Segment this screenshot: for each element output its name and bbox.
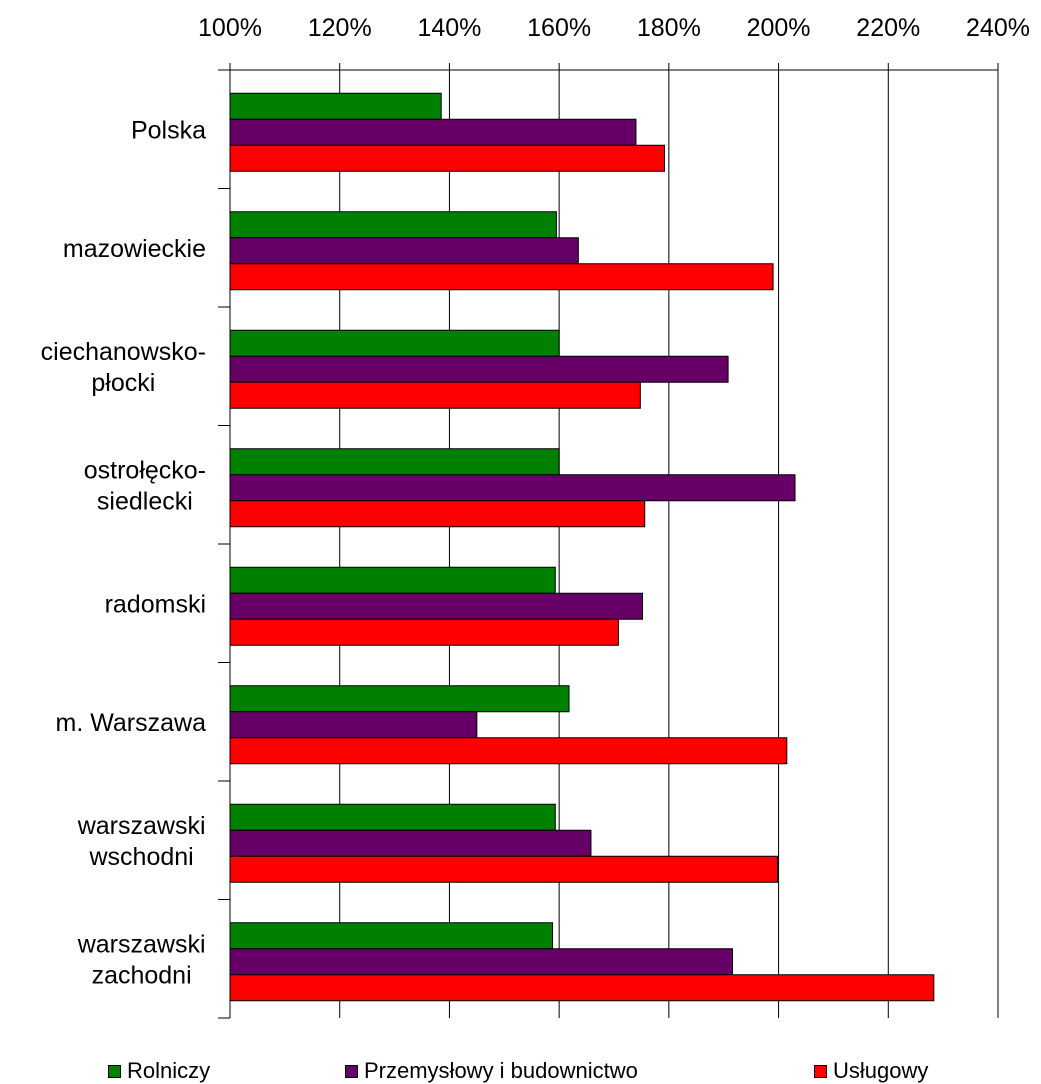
category-label-line: płocki: [91, 369, 155, 397]
bar-uslugowy: [229, 381, 641, 409]
category-label: radomski: [105, 590, 206, 618]
category-labels: Polska mazowieckie ciechanowsko-płocki ostr…: [41, 116, 206, 989]
category-label-line: siedlecki: [97, 487, 193, 515]
bar-przemyslowy: [229, 237, 579, 265]
category-label: ciechanowsko-płocki: [41, 338, 206, 397]
bar-uslugowy: [229, 974, 935, 1002]
bar-rolniczy: [229, 922, 554, 950]
category-label: warszawski zachodni: [77, 930, 206, 989]
bar-rolniczy: [229, 803, 556, 831]
legend-item-rolniczy: Rolniczy: [108, 1058, 210, 1084]
category-label-line: radomski: [105, 590, 206, 618]
x-tick-label: 100%: [198, 14, 262, 42]
legend-label: Przemysłowy i budownictwo: [364, 1058, 638, 1083]
bar-rolniczy: [229, 211, 557, 239]
legend-swatch: [108, 1064, 121, 1078]
legend-label: Rolniczy: [127, 1058, 211, 1083]
bars: [229, 92, 935, 1002]
x-tick-labels: 100% 120% 140% 160% 180% 200% 220% 240%: [198, 14, 1030, 42]
x-tick-label: 240%: [966, 14, 1030, 42]
bar-rolniczy: [229, 448, 560, 476]
category-label-line: Polska: [131, 116, 206, 144]
bar-rolniczy: [229, 685, 570, 713]
legend-item-przemyslowy: Przemysłowy i budownictwo: [345, 1058, 638, 1084]
category-label-line: wschodni: [88, 843, 193, 871]
bar-przemyslowy: [229, 355, 729, 383]
category-label-line: warszawski: [77, 930, 206, 958]
bar-przemyslowy: [229, 474, 796, 502]
bar-uslugowy: [229, 737, 788, 765]
axes: [218, 63, 999, 1019]
legend-label: Usługowy: [833, 1058, 929, 1083]
x-tick-label: 120%: [308, 14, 372, 42]
legend-item-uslugowy: Usługowy: [814, 1058, 928, 1084]
bar-uslugowy: [229, 144, 665, 172]
x-tick-label: 160%: [527, 14, 591, 42]
x-tick-label: 200%: [747, 14, 811, 42]
bar-uslugowy: [229, 618, 619, 646]
category-label: m. Warszawa: [56, 709, 207, 737]
bar-rolniczy: [229, 329, 560, 357]
legend-swatch: [814, 1064, 827, 1078]
bar-przemyslowy: [229, 592, 644, 620]
legend-swatch: [345, 1064, 358, 1078]
x-tick-label: 140%: [417, 14, 481, 42]
bar-przemyslowy: [229, 948, 733, 976]
bar-rolniczy: [229, 566, 556, 594]
category-label-line: mazowieckie: [63, 235, 206, 263]
category-label: warszawski wschodni: [77, 812, 206, 871]
bar-uslugowy: [229, 263, 774, 291]
bar-przemyslowy: [229, 118, 637, 146]
bar-przemyslowy: [229, 711, 478, 739]
bar-uslugowy: [229, 500, 646, 528]
x-tick-label: 220%: [856, 14, 920, 42]
category-label-line: zachodni: [92, 961, 192, 989]
bar-przemyslowy: [229, 829, 592, 857]
category-label: ostrołęcko-siedlecki: [84, 456, 206, 515]
bar-rolniczy: [229, 92, 442, 120]
category-label-line: m. Warszawa: [56, 709, 207, 737]
category-label: mazowieckie: [63, 235, 206, 263]
category-label-line: ostrołęcko-: [84, 456, 206, 484]
chart: 100% 120% 140% 160% 180% 200% 220% 240% Polska m…: [41, 14, 1030, 1019]
legend: Rolniczy Przemysłowy i budownictwo Usług…: [0, 1058, 1041, 1084]
category-label-line: warszawski: [77, 812, 206, 840]
category-label-line: ciechanowsko-: [41, 338, 206, 366]
category-label: Polska: [131, 116, 206, 144]
x-tick-label: 180%: [637, 14, 701, 42]
bar-uslugowy: [229, 855, 778, 883]
